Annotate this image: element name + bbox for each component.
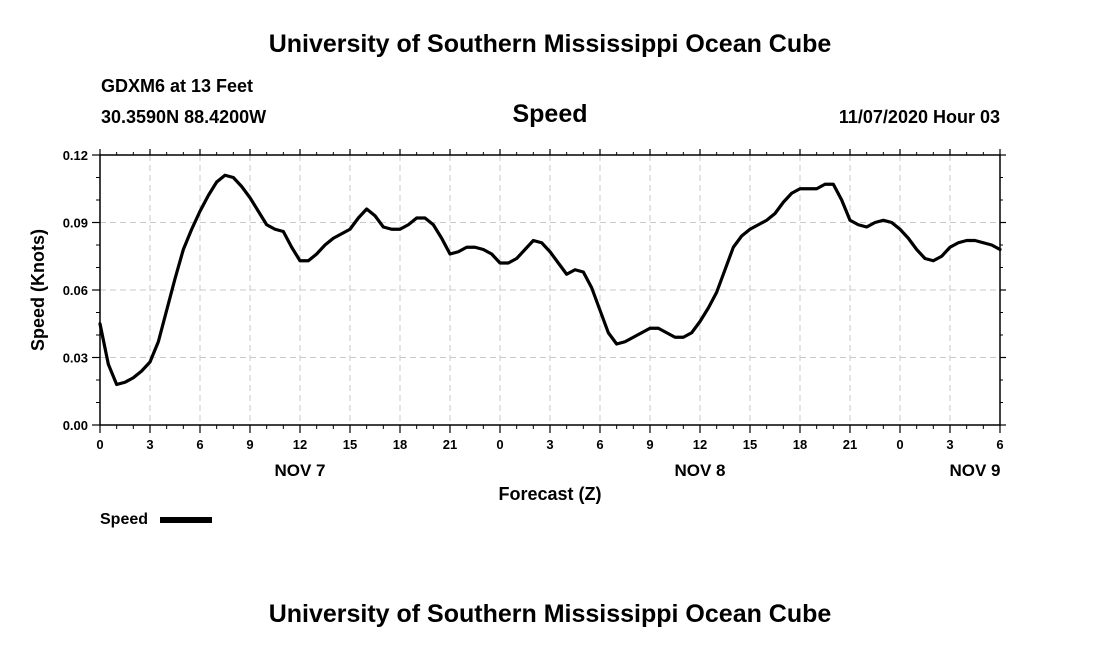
x-axis-title: Forecast (Z) bbox=[498, 484, 601, 504]
grid-layer bbox=[100, 155, 1000, 425]
x-tick-label: 6 bbox=[196, 437, 203, 452]
x-tick-label: 18 bbox=[793, 437, 807, 452]
legend-swatch bbox=[160, 517, 212, 523]
y-axis-title: Speed (Knots) bbox=[28, 229, 48, 351]
y-tick-label: 0.03 bbox=[63, 351, 88, 366]
legend-label: Speed bbox=[100, 511, 148, 528]
station-coordinates: 30.3590N 88.4200W bbox=[101, 107, 267, 127]
x-tick-label: 15 bbox=[343, 437, 357, 452]
variable-title: Speed bbox=[512, 100, 588, 128]
x-tick-label: 12 bbox=[693, 437, 707, 452]
y-tick-label: 0.12 bbox=[63, 148, 88, 163]
x-tick-label: 3 bbox=[146, 437, 153, 452]
y-tick-label: 0.00 bbox=[63, 418, 88, 433]
speed-series-line bbox=[98, 173, 1002, 387]
day-label: NOV 7 bbox=[274, 461, 325, 480]
y-tick-label: 0.06 bbox=[63, 283, 88, 298]
chart-title-top: University of Southern Mississippi Ocean… bbox=[268, 30, 832, 58]
x-tick-label: 9 bbox=[646, 437, 653, 452]
x-tick-label: 12 bbox=[293, 437, 307, 452]
day-label: NOV 9 bbox=[949, 461, 1000, 480]
x-tick-label: 6 bbox=[996, 437, 1003, 452]
x-tick-label: 15 bbox=[743, 437, 757, 452]
label-layer: 0 3 6 9 12 15 18 21 0 3 6 9 12 15 18 21 0 3 6 0.00 0.03 0.06 0… bbox=[63, 148, 1004, 480]
tick-layer bbox=[92, 149, 1006, 433]
x-tick-label: 0 bbox=[896, 437, 903, 452]
x-tick-label: 6 bbox=[596, 437, 603, 452]
day-label: NOV 8 bbox=[674, 461, 725, 480]
x-tick-label: 3 bbox=[546, 437, 553, 452]
forecast-datetime: 11/07/2020 Hour 03 bbox=[838, 107, 1000, 127]
x-tick-label: 21 bbox=[843, 437, 857, 452]
plot-frame bbox=[99, 154, 1001, 426]
y-tick-label: 0.09 bbox=[63, 216, 88, 231]
station-name: GDXM6 at 13 Feet bbox=[101, 76, 254, 96]
x-tick-label: 0 bbox=[96, 437, 103, 452]
x-tick-label: 9 bbox=[246, 437, 253, 452]
chart-title-bottom: University of Southern Mississippi Ocean… bbox=[268, 600, 832, 628]
x-tick-label: 3 bbox=[946, 437, 953, 452]
x-tick-label: 18 bbox=[393, 437, 407, 452]
x-tick-label: 21 bbox=[443, 437, 457, 452]
x-tick-label: 0 bbox=[496, 437, 503, 452]
